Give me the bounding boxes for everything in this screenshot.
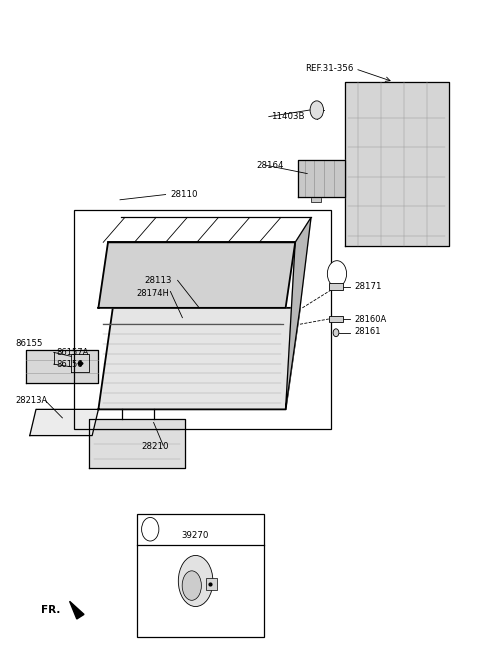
- Circle shape: [142, 517, 159, 541]
- Polygon shape: [30, 409, 98, 436]
- Polygon shape: [89, 419, 185, 468]
- Bar: [206, 578, 217, 590]
- Ellipse shape: [182, 571, 202, 600]
- Bar: [321, 172, 330, 195]
- Text: 28210: 28210: [142, 442, 169, 451]
- Circle shape: [310, 101, 324, 119]
- Text: 28164: 28164: [257, 160, 284, 170]
- Text: 28161: 28161: [354, 327, 381, 336]
- Text: 86156: 86156: [57, 360, 83, 369]
- Bar: [311, 178, 321, 202]
- Polygon shape: [98, 242, 295, 308]
- Ellipse shape: [179, 555, 213, 607]
- Text: 28171: 28171: [354, 282, 382, 291]
- Polygon shape: [345, 82, 449, 246]
- Polygon shape: [26, 350, 98, 383]
- Text: 28213A: 28213A: [15, 396, 48, 405]
- Polygon shape: [298, 160, 345, 196]
- Bar: [137, 514, 264, 637]
- Bar: [74, 210, 331, 429]
- Bar: [330, 165, 345, 189]
- Text: 28113: 28113: [144, 276, 171, 285]
- Circle shape: [327, 261, 347, 287]
- Text: 39270: 39270: [181, 531, 209, 540]
- Polygon shape: [98, 308, 300, 409]
- Polygon shape: [286, 217, 311, 409]
- Text: 28174H: 28174H: [137, 289, 169, 298]
- Text: REF.31-356: REF.31-356: [305, 64, 353, 73]
- Text: 86157A: 86157A: [57, 348, 89, 357]
- Text: FR.: FR.: [41, 605, 60, 616]
- Text: a: a: [148, 525, 153, 534]
- Text: 28160A: 28160A: [354, 315, 386, 324]
- Circle shape: [333, 329, 339, 337]
- Text: 86155: 86155: [15, 339, 43, 348]
- Polygon shape: [70, 601, 84, 619]
- Bar: [329, 283, 343, 290]
- Text: 11403B: 11403B: [271, 112, 305, 121]
- Bar: [329, 316, 343, 322]
- Text: 28110: 28110: [170, 190, 198, 199]
- Text: a: a: [335, 269, 339, 278]
